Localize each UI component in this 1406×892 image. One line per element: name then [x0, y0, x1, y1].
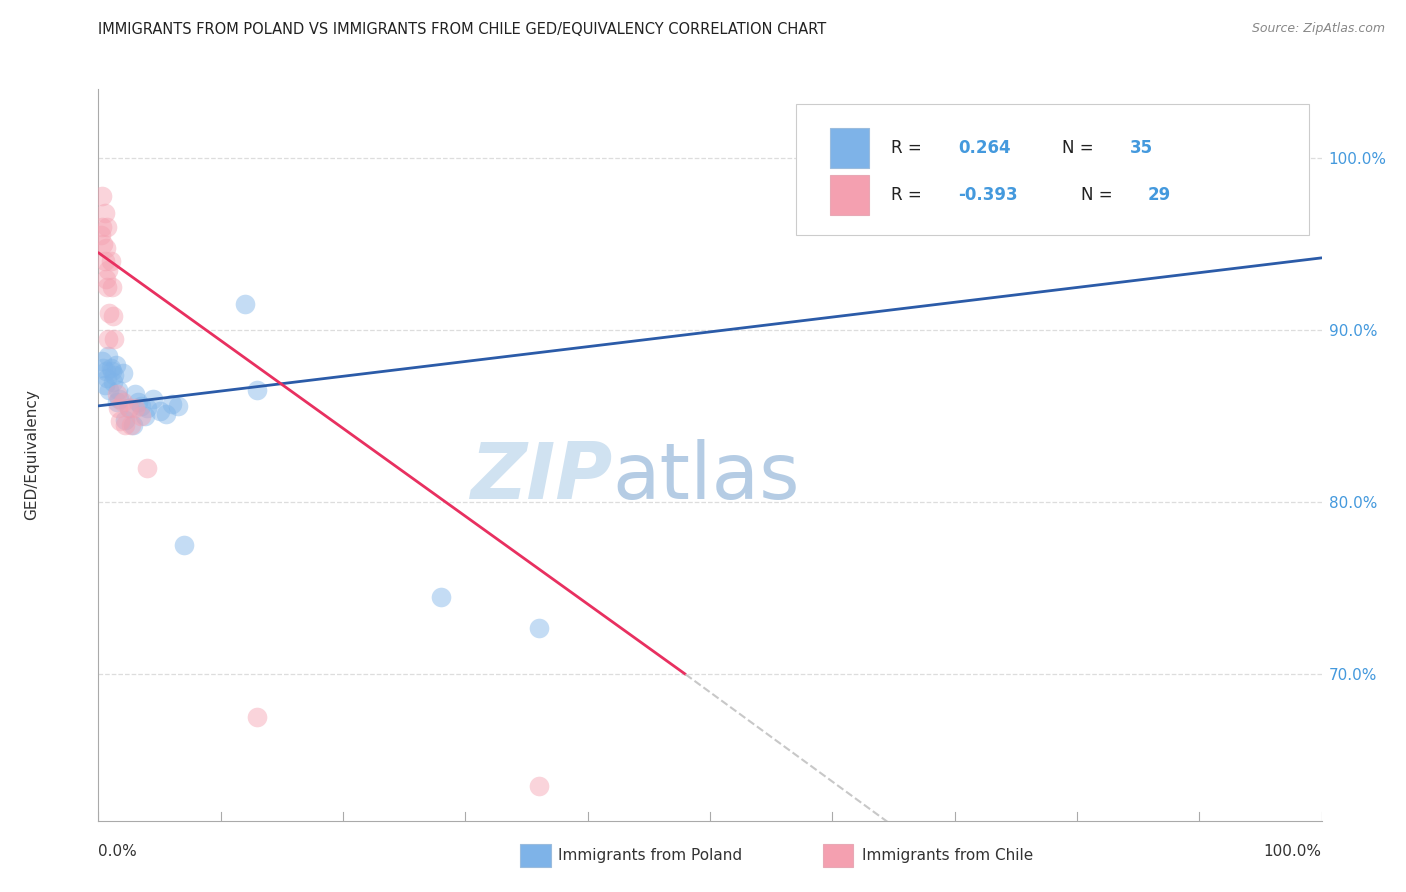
Point: [111, 395, 134, 409]
Point: [124, 387, 146, 401]
Point: [103, 368, 125, 382]
Point: [124, 401, 146, 415]
Point: [101, 375, 124, 389]
Point: [110, 414, 132, 428]
Point: [114, 417, 136, 432]
Point: [94, 241, 117, 255]
Point: [91, 354, 114, 368]
Text: GED/Equivalency: GED/Equivalency: [24, 390, 38, 520]
Point: [108, 392, 131, 406]
Point: [104, 358, 127, 372]
Point: [94, 271, 117, 285]
Point: [96, 371, 118, 385]
Point: [111, 366, 134, 380]
Text: N =: N =: [1063, 139, 1099, 157]
Point: [136, 460, 159, 475]
Point: [103, 332, 125, 346]
Point: [246, 710, 269, 724]
Point: [142, 392, 165, 406]
Text: 0.0%: 0.0%: [98, 845, 138, 859]
Point: [91, 361, 114, 376]
Point: [93, 378, 115, 392]
Point: [129, 409, 152, 424]
Point: [160, 397, 183, 411]
Point: [91, 189, 114, 203]
Text: IMMIGRANTS FROM POLAND VS IMMIGRANTS FROM CHILE GED/EQUIVALENCY CORRELATION CHAR: IMMIGRANTS FROM POLAND VS IMMIGRANTS FRO…: [98, 22, 827, 37]
Point: [93, 254, 115, 268]
Point: [121, 417, 143, 432]
Point: [129, 399, 152, 413]
FancyBboxPatch shape: [830, 175, 869, 215]
Point: [1274, 145, 1296, 160]
Point: [101, 280, 124, 294]
Point: [101, 364, 124, 378]
Point: [97, 332, 120, 346]
Text: 0.264: 0.264: [959, 139, 1011, 157]
Text: N =: N =: [1081, 186, 1118, 204]
Text: atlas: atlas: [612, 439, 800, 515]
Point: [173, 538, 195, 552]
Text: Immigrants from Poland: Immigrants from Poland: [558, 848, 742, 863]
Point: [233, 297, 256, 311]
Point: [118, 401, 141, 415]
Point: [107, 384, 129, 398]
Point: [246, 384, 269, 398]
Point: [101, 310, 124, 324]
Point: [96, 280, 118, 294]
Point: [114, 412, 136, 426]
FancyBboxPatch shape: [796, 103, 1309, 235]
Point: [127, 395, 149, 409]
Text: 100.0%: 100.0%: [1264, 845, 1322, 859]
Point: [107, 401, 129, 415]
Text: 29: 29: [1147, 186, 1171, 204]
Text: ZIP: ZIP: [470, 439, 612, 515]
Point: [100, 361, 122, 376]
Point: [97, 263, 120, 277]
Point: [155, 408, 177, 422]
FancyBboxPatch shape: [830, 128, 869, 169]
Text: R =: R =: [891, 139, 927, 157]
Point: [97, 349, 120, 363]
Point: [90, 228, 112, 243]
Point: [94, 364, 117, 378]
Point: [149, 404, 172, 418]
Point: [105, 395, 128, 409]
Text: R =: R =: [891, 186, 927, 204]
Point: [93, 206, 115, 220]
Point: [136, 401, 159, 415]
Point: [100, 254, 122, 268]
Text: Source: ZipAtlas.com: Source: ZipAtlas.com: [1251, 22, 1385, 36]
Point: [120, 417, 142, 432]
Point: [118, 401, 141, 415]
Point: [91, 237, 114, 252]
Point: [527, 621, 550, 635]
Point: [96, 219, 118, 234]
Point: [134, 409, 156, 424]
Point: [430, 590, 453, 604]
Point: [91, 219, 114, 234]
Text: Immigrants from Chile: Immigrants from Chile: [862, 848, 1033, 863]
Point: [527, 779, 550, 793]
Point: [98, 306, 121, 320]
Point: [167, 399, 190, 413]
Point: [105, 387, 128, 401]
Point: [98, 384, 121, 398]
Text: 35: 35: [1129, 139, 1153, 157]
Text: -0.393: -0.393: [959, 186, 1018, 204]
